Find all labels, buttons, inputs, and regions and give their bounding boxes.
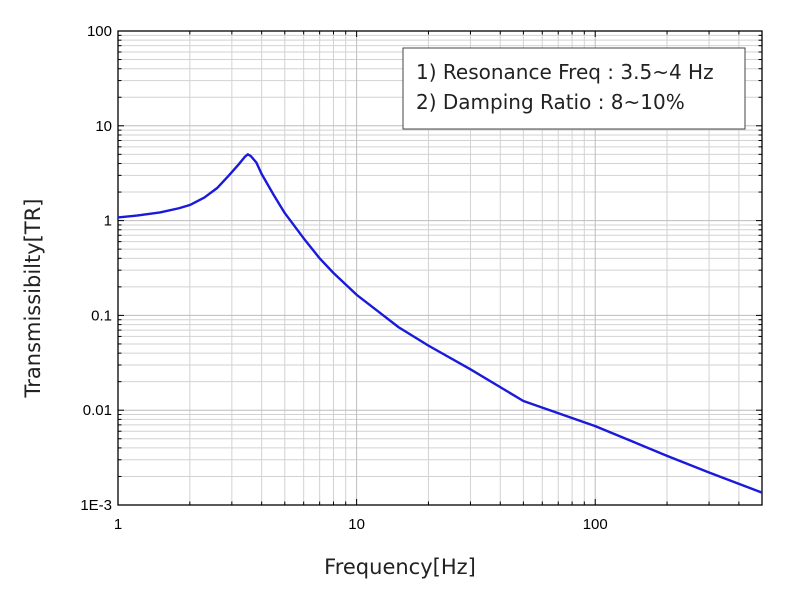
- y-tick-labels: 100 10 1 0.1 0.01 1E-3: [80, 23, 112, 514]
- x-tick-label: 10: [348, 516, 365, 533]
- x-axis-title: Frequency[Hz]: [324, 555, 476, 579]
- y-tick-label: 0.01: [83, 402, 112, 419]
- x-tick-label: 100: [583, 516, 608, 533]
- y-tick-label: 10: [95, 118, 112, 135]
- transmissibility-series-line: [117, 153, 763, 494]
- y-tick-label: 1E-3: [80, 497, 112, 514]
- annotation-line-damping: 2) Damping Ratio : 8~10%: [416, 90, 685, 114]
- annotation-line-resonance: 1) Resonance Freq : 3.5~4 Hz: [416, 60, 714, 84]
- y-tick-label: 100: [87, 23, 112, 40]
- x-tick-label: 1: [114, 516, 122, 533]
- annotation-box-frame: [402, 47, 746, 130]
- y-tick-label: 0.1: [91, 307, 112, 324]
- x-tick-labels: 1 10 100: [114, 516, 608, 533]
- y-tick-label: 1: [104, 213, 112, 230]
- axis-ticks: [117, 30, 763, 506]
- plot-frame: [117, 30, 763, 506]
- annotation-box: 1) Resonance Freq : 3.5~4 Hz 2) Damping …: [402, 47, 746, 130]
- y-axis-title: Transmissibilty[TR]: [21, 199, 45, 399]
